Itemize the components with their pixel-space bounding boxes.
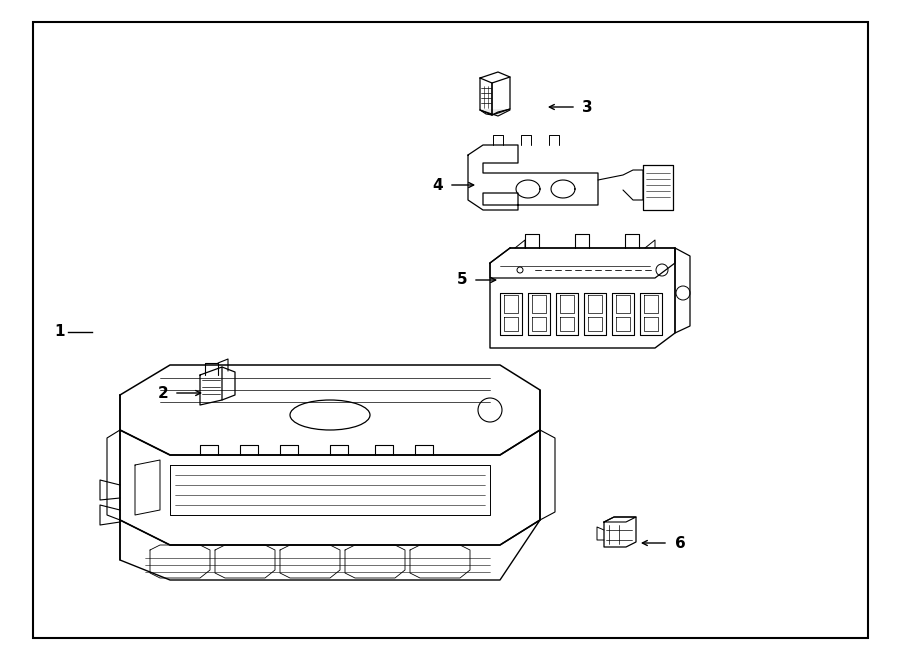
Text: 5: 5 [456, 273, 467, 287]
Polygon shape [120, 430, 540, 545]
Polygon shape [480, 78, 492, 115]
Polygon shape [604, 517, 636, 547]
Polygon shape [604, 517, 636, 522]
Polygon shape [490, 248, 675, 278]
Text: 4: 4 [433, 177, 444, 193]
Text: 6: 6 [675, 536, 686, 551]
Polygon shape [120, 520, 540, 580]
Text: 1: 1 [55, 324, 65, 340]
Polygon shape [528, 293, 550, 335]
Polygon shape [612, 293, 634, 335]
Polygon shape [492, 77, 510, 115]
Polygon shape [584, 293, 606, 335]
Polygon shape [107, 430, 120, 520]
Polygon shape [222, 367, 235, 400]
Polygon shape [120, 365, 540, 455]
Polygon shape [500, 293, 522, 335]
Polygon shape [540, 430, 555, 520]
Polygon shape [200, 367, 222, 405]
Polygon shape [480, 110, 510, 116]
Polygon shape [556, 293, 578, 335]
Text: 2: 2 [158, 385, 168, 401]
Polygon shape [468, 145, 598, 210]
Polygon shape [640, 293, 662, 335]
Text: 3: 3 [581, 99, 592, 115]
Polygon shape [480, 72, 510, 83]
Polygon shape [643, 165, 673, 210]
Polygon shape [490, 248, 675, 348]
Polygon shape [675, 248, 690, 333]
